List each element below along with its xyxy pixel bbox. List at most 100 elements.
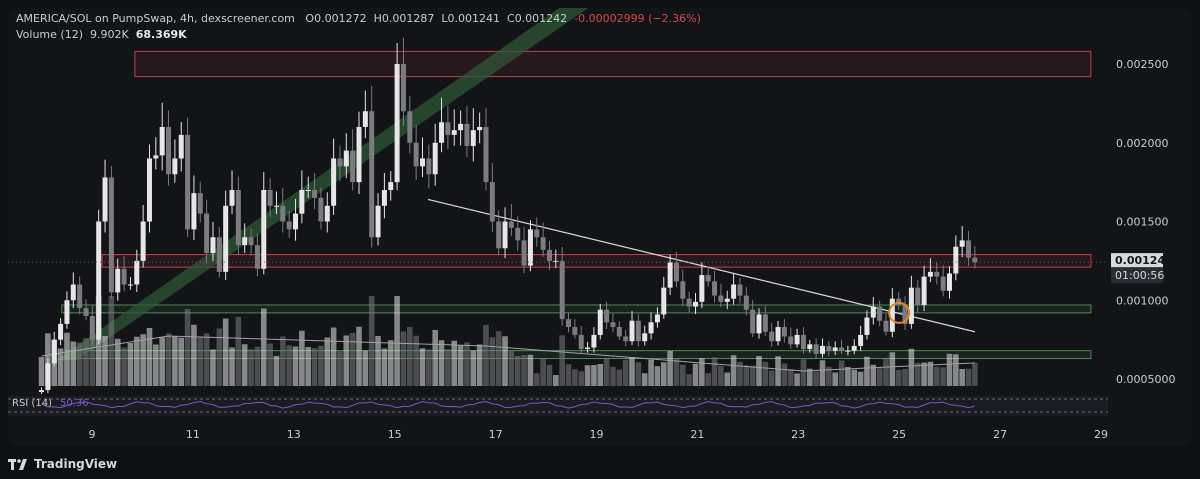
volume-bar	[133, 336, 140, 386]
open-value: 0.001272	[314, 12, 367, 25]
candle	[693, 301, 699, 307]
candle	[89, 316, 95, 340]
candle	[623, 336, 629, 342]
candle	[826, 345, 832, 351]
volume-bar	[876, 368, 883, 386]
candle	[953, 246, 959, 274]
volume-bar	[248, 349, 254, 386]
highlight-circle-marker	[888, 301, 911, 324]
volume-bar	[749, 365, 756, 386]
candle	[331, 158, 337, 206]
volume-bar	[635, 362, 642, 386]
candle	[712, 281, 718, 296]
candle	[153, 155, 159, 159]
candle	[477, 127, 483, 131]
candle	[127, 284, 133, 286]
candle	[210, 237, 216, 253]
candle	[800, 334, 806, 350]
rsi-label: RSI (14)	[12, 398, 52, 409]
candle	[223, 205, 229, 272]
volume-bar	[641, 373, 648, 386]
volume-bar	[559, 335, 565, 386]
y-tick-label: 0.001000	[1116, 294, 1169, 307]
candle	[337, 158, 343, 167]
candle	[496, 221, 502, 249]
candle	[229, 190, 235, 206]
volume-bar	[432, 330, 438, 386]
volume-bar	[260, 308, 267, 386]
volume-bar	[184, 309, 191, 386]
candle	[642, 333, 648, 342]
chart-panel[interactable]: RSI (14) 50.36 0.002500 0.002000 0.001500 0.…	[8, 8, 1192, 446]
volume-bar	[362, 350, 369, 386]
volume-bar	[89, 335, 96, 386]
tradingview-logo-icon	[8, 459, 27, 470]
volume-ma-line	[41, 335, 975, 372]
low-label: L	[441, 12, 448, 25]
volume-bar	[908, 348, 915, 386]
volume-bar	[572, 369, 578, 386]
volume-bar	[426, 349, 432, 386]
candle	[648, 322, 654, 334]
tradingview-footer[interactable]: TradingView	[8, 452, 117, 476]
volume-bar	[800, 359, 807, 386]
candle	[807, 344, 813, 350]
candle	[680, 281, 686, 299]
candle	[356, 127, 362, 183]
x-tick-label: 29	[1094, 428, 1108, 441]
candle	[870, 306, 876, 318]
candle	[77, 284, 83, 309]
price-badge-countdown: 01:00:56	[1115, 269, 1164, 282]
volume-bar	[743, 365, 750, 386]
volume-bar	[286, 345, 292, 386]
volume-bar	[191, 324, 197, 386]
volume-bar	[660, 362, 667, 386]
volume-bar	[870, 364, 877, 386]
high-value: 0.001287	[381, 12, 435, 25]
candle	[775, 327, 781, 342]
candle	[70, 284, 76, 301]
candle	[566, 319, 572, 328]
candle	[293, 213, 299, 230]
volume-bar	[495, 331, 502, 386]
candle	[769, 331, 775, 342]
candle	[635, 320, 641, 342]
volume-bar	[153, 344, 159, 386]
x-tick-label: 27	[993, 428, 1007, 441]
candle	[540, 237, 546, 250]
candle	[439, 122, 445, 143]
candle	[159, 127, 165, 156]
volume-bar	[172, 336, 178, 386]
volume-bar	[832, 372, 838, 386]
candle	[724, 298, 730, 302]
volume-bar	[933, 366, 940, 386]
volume-bar	[940, 367, 946, 386]
volume-bar	[553, 375, 559, 386]
candle	[883, 320, 889, 332]
volume-bar	[299, 330, 305, 386]
candle	[286, 221, 292, 230]
volume-header: Volume (12) 9.902K 68.369K	[16, 28, 187, 41]
price-chart[interactable]: RSI (14) 50.36 0.002500 0.002000 0.001500 0.…	[8, 8, 1192, 446]
candle	[489, 182, 495, 222]
volume-bar	[673, 359, 680, 386]
volume-bar	[724, 372, 731, 386]
candle	[502, 221, 508, 249]
volume-bar	[324, 337, 331, 386]
volume-bar	[864, 356, 870, 386]
volume-bar	[775, 356, 781, 386]
candle	[591, 334, 597, 348]
candle	[534, 229, 540, 238]
x-tick-label: 21	[690, 428, 704, 441]
candle	[686, 298, 692, 307]
candle	[521, 240, 527, 266]
volume-bar	[140, 334, 146, 386]
candle	[616, 327, 622, 337]
volume-bar	[457, 345, 464, 386]
volume-bar	[108, 296, 115, 386]
volume-bar	[311, 348, 318, 386]
volume-bar	[375, 336, 381, 386]
open-label: O	[305, 12, 315, 25]
price-badge-value: 0.001242	[1115, 254, 1173, 267]
candle	[64, 300, 70, 324]
